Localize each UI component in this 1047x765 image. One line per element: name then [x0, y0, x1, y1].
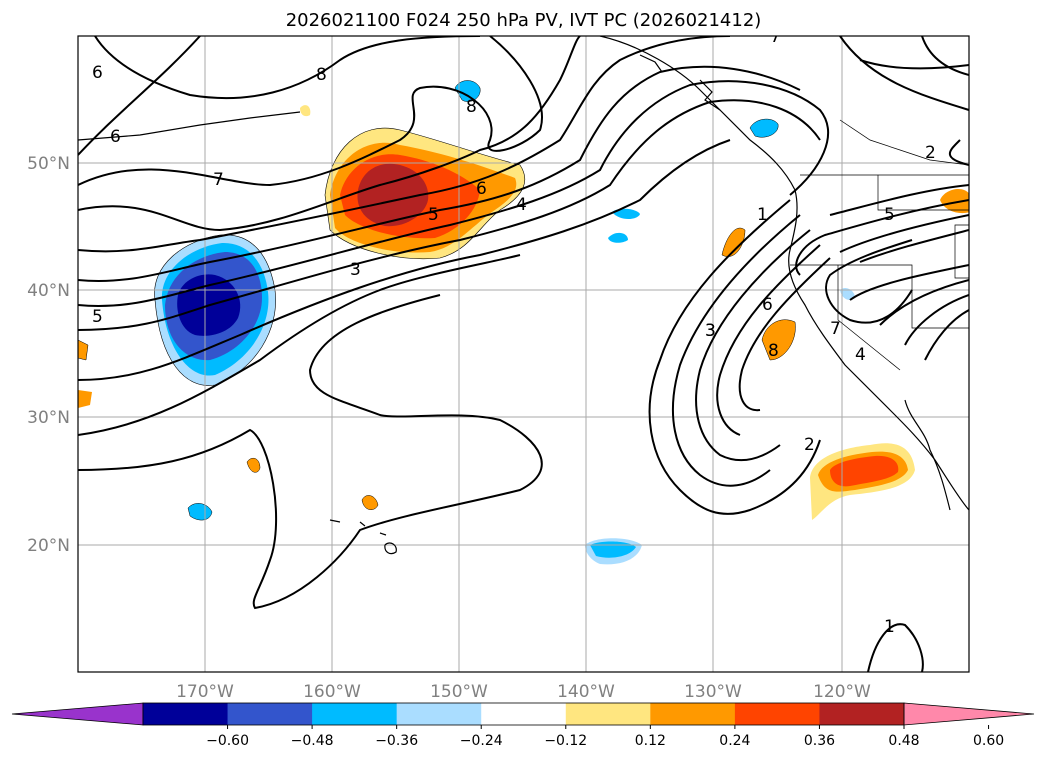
colorbar-tick-label: −0.48 — [291, 733, 334, 749]
coastlines — [78, 36, 969, 555]
borders — [790, 119, 969, 371]
svg-text:4: 4 — [516, 195, 527, 215]
lat-label: 20°N — [27, 536, 70, 556]
svg-text:7: 7 — [213, 170, 224, 190]
svg-text:3: 3 — [705, 321, 716, 341]
colorbar-segment — [565, 703, 651, 725]
svg-text:7: 7 — [830, 319, 841, 339]
colorbar-extend-high — [903, 702, 1035, 726]
lon-label: 120°W — [813, 682, 871, 702]
colorbar-segment — [312, 703, 398, 725]
map-title: 2026021100 F024 250 hPa PV, IVT PC (2026… — [285, 10, 762, 31]
lon-label: 160°W — [303, 682, 361, 702]
svg-text:6: 6 — [476, 179, 487, 199]
colorbar-tick-label: −0.36 — [375, 733, 418, 749]
lon-label: 150°W — [430, 682, 488, 702]
colorbar-tick-label: 0.12 — [635, 733, 666, 749]
latitude-labels: 50°N 40°N 30°N 20°N — [27, 154, 70, 556]
lon-label: 130°W — [684, 682, 742, 702]
graticule — [78, 36, 969, 672]
svg-text:3: 3 — [705, 321, 716, 341]
svg-text:6: 6 — [762, 295, 773, 315]
contour-labels: 6 5 6 7 8 8 6 5 4 3 3 7 1 5 2 6 3 8 7 4 … — [92, 27, 936, 637]
svg-text:8: 8 — [316, 65, 327, 85]
colorbar-segment — [650, 703, 736, 725]
colorbar-segment — [227, 703, 313, 725]
colorbar-tick-label: −0.12 — [544, 733, 587, 749]
colorbar-segment — [481, 703, 567, 725]
colorbar-tick-label: −0.24 — [460, 733, 503, 749]
svg-text:5: 5 — [92, 307, 103, 327]
svg-text:5: 5 — [428, 205, 439, 225]
colorbar-extend-low — [11, 702, 144, 726]
svg-text:1: 1 — [884, 617, 895, 637]
colorbar-segment — [396, 703, 482, 725]
svg-text:8: 8 — [768, 341, 779, 361]
svg-text:6: 6 — [92, 63, 103, 83]
colorbar: −0.60 −0.48 −0.36 −0.24 −0.12 0.12 0.24 0.36 0.4… — [11, 702, 1035, 749]
svg-text:2: 2 — [925, 143, 936, 163]
colorbar-segment — [819, 703, 905, 725]
colorbar-tick-label: 0.60 — [973, 733, 1004, 749]
lon-label: 140°W — [557, 682, 615, 702]
colorbar-outline — [142, 702, 905, 726]
colorbar-tick-label: 0.36 — [804, 733, 835, 749]
colorbar-tick-label: 0.48 — [888, 733, 919, 749]
longitude-labels: 170°W 160°W 150°W 140°W 130°W 120°W — [176, 682, 871, 702]
svg-text:4: 4 — [855, 345, 866, 365]
lon-label: 170°W — [176, 682, 234, 702]
lat-label: 40°N — [27, 281, 70, 301]
lat-label: 30°N — [27, 408, 70, 428]
colorbar-tick-label: −0.60 — [206, 733, 249, 749]
svg-text:2: 2 — [804, 435, 815, 455]
svg-text:5: 5 — [884, 205, 895, 225]
svg-text:6: 6 — [110, 127, 121, 147]
colorbar-tick-label: 0.24 — [719, 733, 750, 749]
svg-text:1: 1 — [757, 205, 768, 225]
lat-label: 50°N — [27, 154, 70, 174]
colorbar-segment — [143, 703, 229, 725]
ivt-contours — [78, 36, 969, 672]
svg-text:3: 3 — [350, 260, 361, 280]
colorbar-segment — [734, 703, 820, 725]
svg-text:7: 7 — [770, 27, 781, 47]
svg-text:8: 8 — [466, 97, 477, 117]
map-border — [77, 35, 970, 673]
